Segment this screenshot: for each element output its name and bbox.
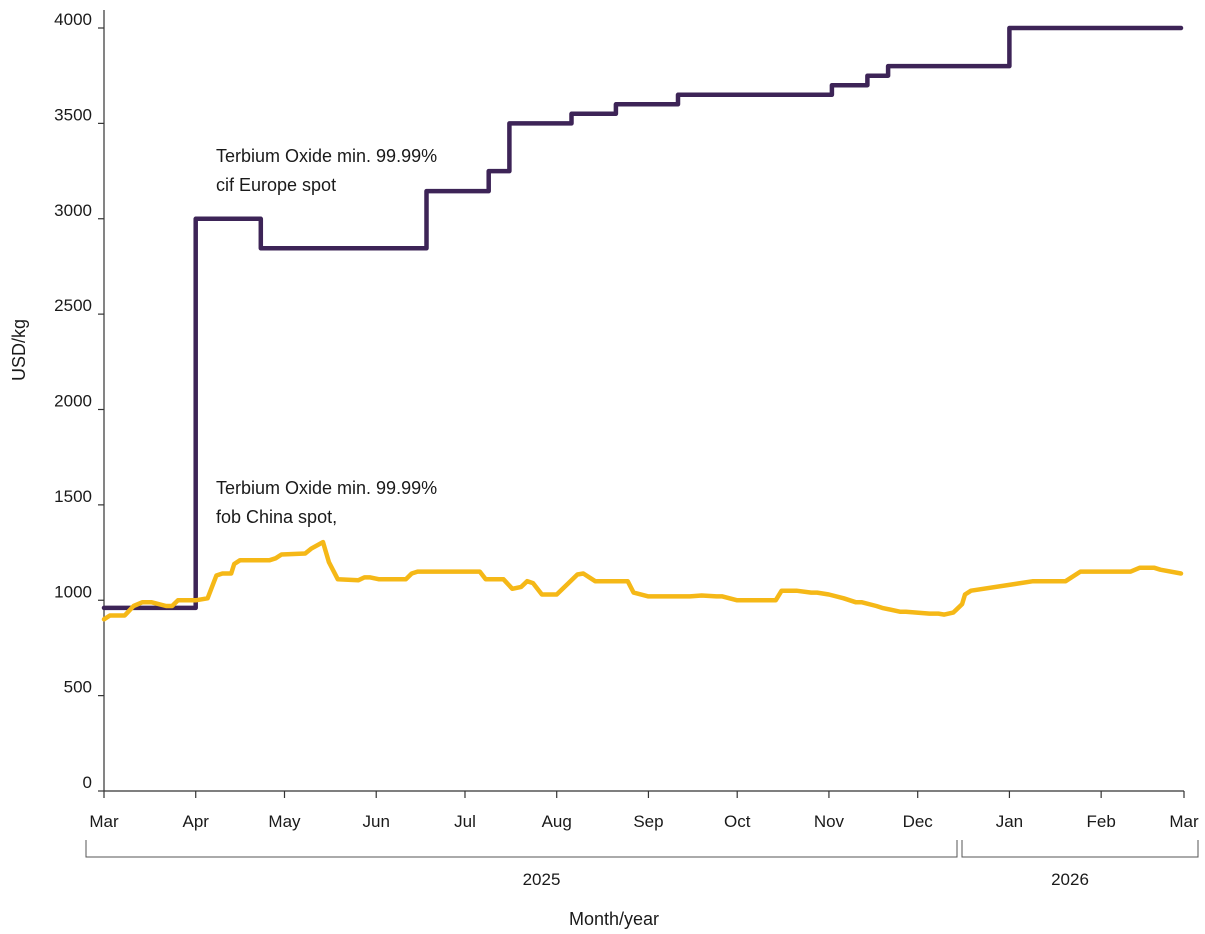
x-tick-label: Nov: [814, 812, 845, 831]
annotation-line: fob China spot,: [216, 507, 337, 527]
series-layer: [101, 25, 1184, 622]
annotation-europe: Terbium Oxide min. 99.99% cif Europe spot: [216, 146, 437, 195]
y-tick-label: 1500: [54, 487, 92, 506]
annotation-layer: Terbium Oxide min. 99.99% cif Europe spot…: [216, 146, 437, 527]
x-tick-label: Mar: [1169, 812, 1199, 831]
y-tick-label: 2000: [54, 392, 92, 411]
year-label: 2026: [1051, 870, 1089, 889]
annotation-line: cif Europe spot: [216, 175, 336, 195]
series-line-europe: [101, 25, 1184, 611]
x-tick-label: Jun: [363, 812, 390, 831]
y-tick-label: 2500: [54, 296, 92, 315]
y-tick-label: 1000: [54, 582, 92, 601]
x-axis: Mar Apr May Jun Jul Aug Sep Oct Nov Dec Jan Feb Mar: [89, 790, 1199, 831]
year-group-2025: 2025: [85, 840, 958, 889]
y-axis: 0 500 1000 1500 2000 2500 3000 3500 4000: [54, 10, 105, 792]
series-line-china: [101, 539, 1184, 622]
year-groups: 2025 2026: [85, 840, 1199, 889]
x-tick-label: Oct: [724, 812, 751, 831]
x-tick-label: Apr: [182, 812, 209, 831]
x-tick-label: Dec: [903, 812, 934, 831]
annotation-line: Terbium Oxide min. 99.99%: [216, 478, 437, 498]
x-tick-label: Aug: [542, 812, 572, 831]
y-tick-label: 0: [83, 773, 92, 792]
y-tick-label: 3000: [54, 201, 92, 220]
x-tick-label: Feb: [1087, 812, 1116, 831]
y-tick-label: 4000: [54, 10, 92, 29]
x-tick-label: May: [268, 812, 301, 831]
annotation-china: Terbium Oxide min. 99.99% fob China spot,: [216, 478, 437, 527]
year-group-2026: 2026: [961, 840, 1199, 889]
x-tick-label: Jul: [454, 812, 476, 831]
annotation-line: Terbium Oxide min. 99.99%: [216, 146, 437, 166]
year-label: 2025: [523, 870, 561, 889]
x-axis-title: Month/year: [569, 909, 659, 929]
x-tick-label: Sep: [633, 812, 663, 831]
y-tick-label: 3500: [54, 105, 92, 124]
y-tick-label: 500: [64, 678, 92, 697]
year-bracket: [961, 840, 1199, 858]
year-bracket: [85, 840, 958, 858]
y-axis-title: USD/kg: [9, 319, 29, 381]
x-tick-label: Mar: [89, 812, 119, 831]
x-tick-label: Jan: [996, 812, 1023, 831]
